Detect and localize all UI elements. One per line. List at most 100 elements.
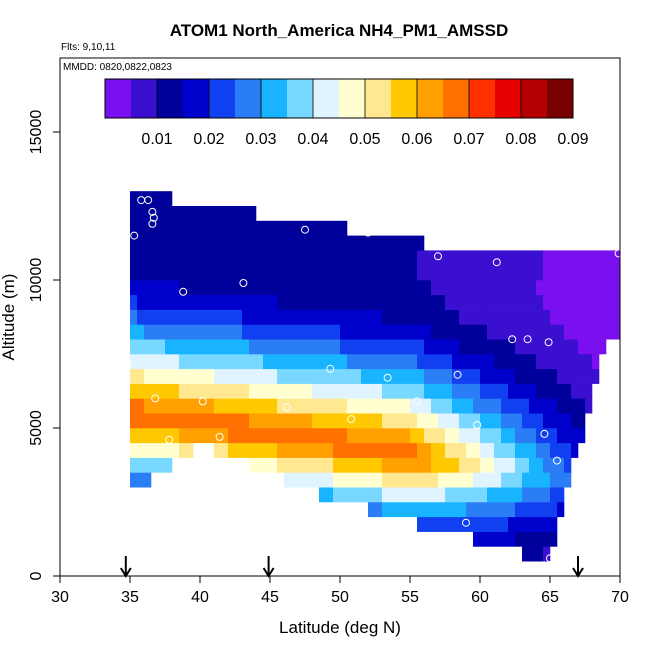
heatmap-cell (263, 250, 271, 266)
heatmap-cell (522, 546, 530, 562)
heatmap-cell (137, 413, 145, 429)
sample-point (149, 213, 158, 222)
heatmap-cell (487, 280, 495, 296)
heatmap-cell (298, 472, 306, 488)
heatmap-cell (193, 235, 201, 251)
heatmap-cell (606, 265, 614, 281)
heatmap-cell (165, 309, 173, 325)
heatmap-cell (361, 472, 369, 488)
heatmap-cell (403, 265, 411, 281)
heatmap-cell (361, 235, 369, 251)
heatmap-cell (214, 354, 222, 370)
heatmap-cell (522, 280, 530, 296)
heatmap-cell (494, 265, 502, 281)
heatmap-cell (347, 442, 355, 458)
heatmap-cell (186, 383, 194, 399)
heatmap-cell (382, 413, 390, 429)
latitude-marker-arrow-icon (262, 567, 275, 578)
sample-points (123, 196, 623, 563)
heatmap-cell (431, 309, 439, 325)
heatmap-cell (480, 516, 488, 532)
heatmap-cell (571, 442, 579, 458)
heatmap-cell (221, 206, 229, 222)
heatmap-cell (375, 383, 383, 399)
heatmap-cell (389, 235, 397, 251)
sample-point (282, 403, 291, 412)
heatmap-cell (578, 368, 586, 384)
heatmap-cell (256, 220, 264, 236)
heatmap-cell (291, 368, 299, 384)
heatmap-cell (298, 309, 306, 325)
heatmap-cell (585, 354, 593, 370)
heatmap-cell (298, 368, 306, 384)
heatmap-cell (354, 294, 362, 310)
heatmap-cell (151, 235, 159, 251)
heatmap-cell (277, 235, 285, 251)
heatmap-cell (284, 220, 292, 236)
heatmap-cell (326, 442, 334, 458)
heatmap-cell (487, 309, 495, 325)
heatmap-cell (515, 265, 523, 281)
heatmap-cell (592, 250, 600, 266)
heatmap-cell (298, 428, 306, 444)
heatmap-cell (151, 413, 159, 429)
sample-point (383, 373, 392, 382)
heatmap-cell (235, 250, 243, 266)
heatmap-cell (284, 398, 292, 414)
heatmap-cell (242, 280, 250, 296)
heatmap-cell (515, 250, 523, 266)
heatmap-cell (564, 383, 572, 399)
heatmap-cell (368, 442, 376, 458)
heatmap-cell (466, 383, 474, 399)
heatmap-cell (424, 457, 432, 473)
heatmap-cell (501, 324, 509, 340)
heatmap-cell (501, 339, 509, 355)
heatmap-cell (277, 294, 285, 310)
heatmap-cell (291, 294, 299, 310)
heatmap-cell (536, 339, 544, 355)
heatmap-cell (319, 250, 327, 266)
heatmap-cell (144, 354, 152, 370)
heatmap-cell (424, 280, 432, 296)
heatmap-cell (179, 235, 187, 251)
heatmap-cell (403, 309, 411, 325)
heatmap-cell (403, 487, 411, 503)
heatmap-cell (333, 413, 341, 429)
heatmap-cell (571, 413, 579, 429)
heatmap-cell (193, 250, 201, 266)
heatmap-cell (228, 383, 236, 399)
heatmap-cell (333, 487, 341, 503)
heatmap-cell (410, 472, 418, 488)
heatmap-cell (235, 280, 243, 296)
heatmap-cell (256, 235, 264, 251)
heatmap-cell (207, 383, 215, 399)
heatmap-cell (515, 294, 523, 310)
heatmap-cell (536, 398, 544, 414)
heatmap-cell (270, 235, 278, 251)
heatmap-cell (263, 354, 271, 370)
heatmap-cell (256, 457, 264, 473)
x-tick-label: 60 (471, 589, 489, 606)
heatmap-cell (466, 280, 474, 296)
heatmap-cell (578, 428, 586, 444)
heatmap-cell (417, 383, 425, 399)
heatmap-cell (242, 265, 250, 281)
heatmap-cell (473, 309, 481, 325)
heatmap-cell (165, 220, 173, 236)
heatmap-cell (137, 294, 145, 310)
heatmap-cell (550, 339, 558, 355)
heatmap-cell (375, 472, 383, 488)
heatmap-cell (207, 398, 215, 414)
heatmap-cell (487, 324, 495, 340)
heatmap-cell (536, 487, 544, 503)
heatmap-cell (606, 294, 614, 310)
heatmap-cell (130, 235, 138, 251)
sample-point (239, 279, 248, 287)
heatmap-cell (347, 235, 355, 251)
heatmap-cell (466, 413, 474, 429)
heatmap-cell (333, 383, 341, 399)
heatmap-cell (550, 472, 558, 488)
heatmap-cell (242, 309, 250, 325)
heatmap-cell (557, 354, 565, 370)
heatmap-cell (536, 413, 544, 429)
